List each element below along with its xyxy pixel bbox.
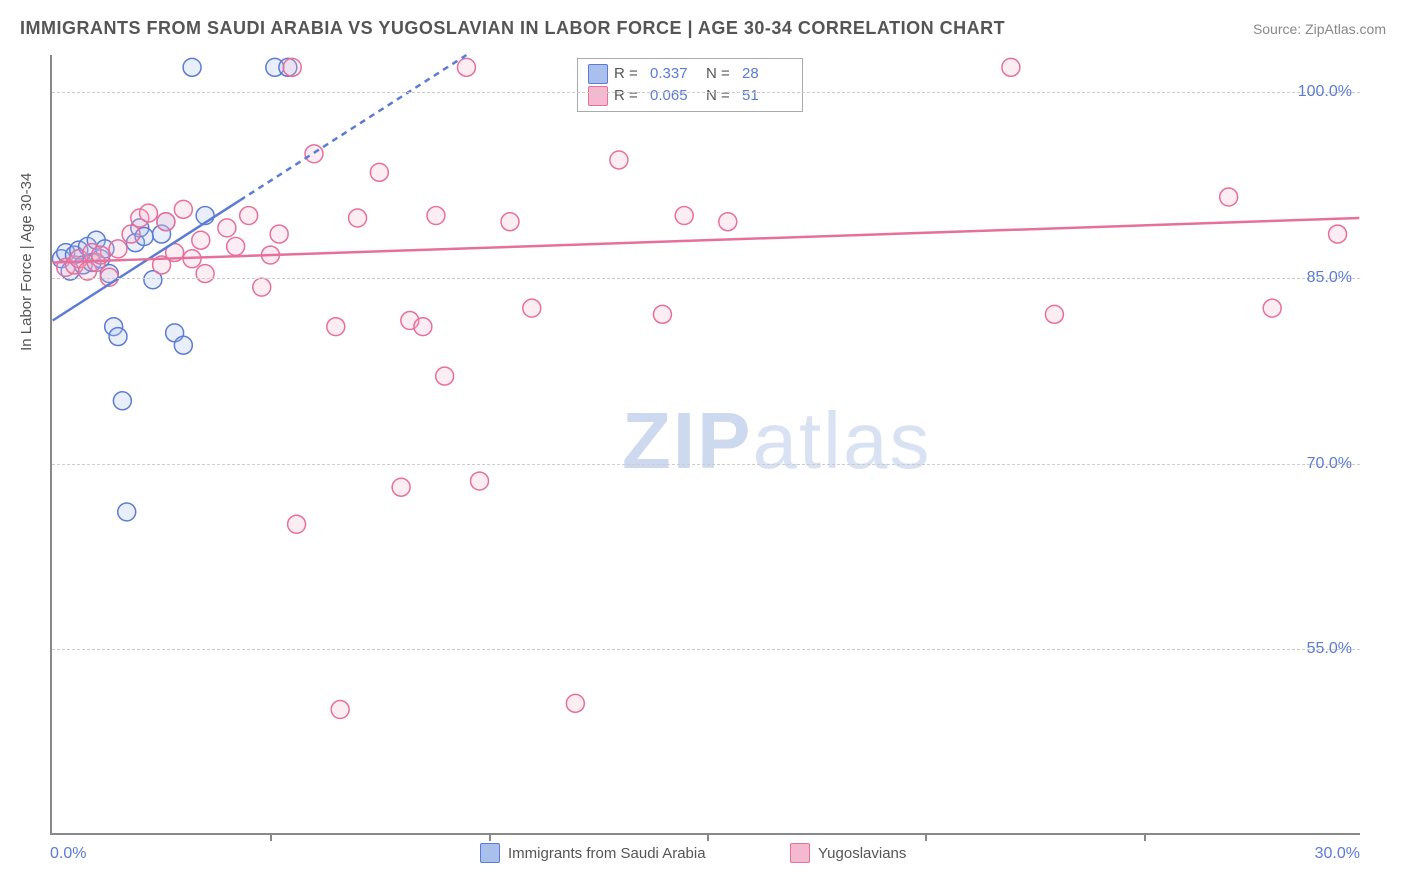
legend-n-value: 28 [742, 63, 792, 85]
data-point [140, 204, 158, 222]
x-tick-label: 30.0% [1315, 845, 1360, 863]
plot-area: ZIPatlas R =0.337N =28R =0.065N =51 55.0… [50, 55, 1360, 835]
data-point [196, 265, 214, 283]
data-point [240, 207, 258, 225]
data-point [109, 328, 127, 346]
data-point [436, 367, 454, 385]
y-tick-label: 85.0% [1307, 269, 1352, 287]
data-point [427, 207, 445, 225]
x-tick [489, 833, 491, 841]
data-point [392, 478, 410, 496]
data-point [1263, 299, 1281, 317]
legend-n-label: N = [706, 63, 736, 85]
data-point [653, 305, 671, 323]
y-tick-label: 70.0% [1307, 455, 1352, 473]
legend-r-value: 0.065 [650, 85, 700, 107]
data-point [501, 213, 519, 231]
y-tick-label: 100.0% [1298, 83, 1352, 101]
data-point [192, 231, 210, 249]
data-point [370, 163, 388, 181]
legend-swatch [588, 64, 608, 84]
legend-r-value: 0.337 [650, 63, 700, 85]
data-point [283, 58, 301, 76]
data-point [1002, 58, 1020, 76]
x-tick [707, 833, 709, 841]
data-point [1045, 305, 1063, 323]
y-tick-label: 55.0% [1307, 640, 1352, 658]
data-point [109, 240, 127, 258]
data-point [288, 515, 306, 533]
data-point [174, 200, 192, 218]
data-point [253, 278, 271, 296]
x-tick [270, 833, 272, 841]
gridline [52, 649, 1360, 650]
chart-title: IMMIGRANTS FROM SAUDI ARABIA VS YUGOSLAV… [20, 18, 1005, 39]
data-point [118, 503, 136, 521]
data-point [113, 392, 131, 410]
x-tick [925, 833, 927, 841]
legend-series-label: Yugoslavians [818, 845, 906, 862]
x-tick-label: 0.0% [50, 845, 86, 863]
data-point [471, 472, 489, 490]
data-point [1220, 188, 1238, 206]
data-point [414, 318, 432, 336]
data-point [218, 219, 236, 237]
gridline [52, 92, 1360, 93]
legend-r-label: R = [614, 63, 644, 85]
data-point [227, 237, 245, 255]
legend-row: R = 0.065 N = 51 [588, 85, 792, 107]
legend-correlation-box: R = 0.337 N = 28 R = 0.065 N = 51 [577, 58, 803, 112]
data-point [331, 701, 349, 719]
y-axis-label: In Labor Force | Age 30-34 [18, 173, 35, 351]
gridline [52, 464, 1360, 465]
data-point [719, 213, 737, 231]
data-point [183, 58, 201, 76]
data-point [327, 318, 345, 336]
legend-n-label: N = [706, 85, 736, 107]
legend-swatch [790, 843, 810, 863]
legend-swatch [480, 843, 500, 863]
legend-series: Yugoslavians [790, 843, 906, 863]
x-tick [1144, 833, 1146, 841]
scatter-plot-svg [52, 55, 1360, 833]
data-point [566, 694, 584, 712]
legend-series: Immigrants from Saudi Arabia [480, 843, 706, 863]
data-point [675, 207, 693, 225]
data-point [157, 213, 175, 231]
data-point [457, 58, 475, 76]
legend-n-value: 51 [742, 85, 792, 107]
data-point [523, 299, 541, 317]
data-point [610, 151, 628, 169]
data-point [349, 209, 367, 227]
data-point [305, 145, 323, 163]
gridline [52, 278, 1360, 279]
legend-r-label: R = [614, 85, 644, 107]
data-point [1329, 225, 1347, 243]
source-label: Source: ZipAtlas.com [1253, 21, 1386, 37]
legend-row: R = 0.337 N = 28 [588, 63, 792, 85]
data-point [122, 225, 140, 243]
data-point [174, 336, 192, 354]
legend-swatch [588, 86, 608, 106]
data-point [270, 225, 288, 243]
legend-series-label: Immigrants from Saudi Arabia [508, 845, 706, 862]
